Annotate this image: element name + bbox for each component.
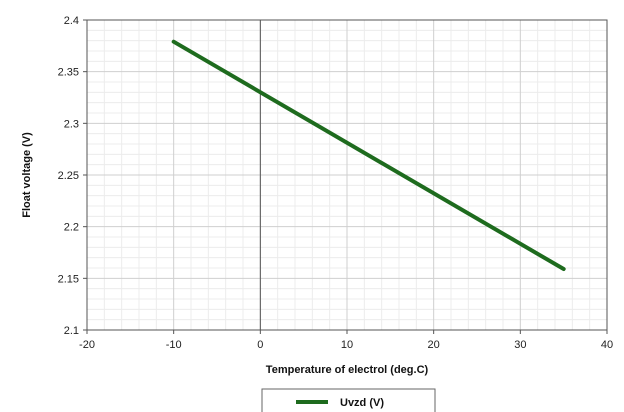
y-tick-labels: 2.1 2.15 2.2 2.25 2.3 2.35 2.4: [58, 15, 87, 337]
x-axis-title: Temperature of electrol (deg.C): [266, 364, 429, 376]
x-tick-label: -10: [166, 339, 182, 351]
x-tick-label: 20: [428, 339, 440, 351]
y-tick-label: 2.1: [64, 325, 79, 337]
y-tick-label: 2.3: [64, 118, 79, 130]
y-tick-label: 2.4: [64, 15, 79, 27]
series-line: [171, 39, 566, 272]
y-tick-label: 2.35: [58, 67, 79, 79]
x-tick-label: -20: [79, 339, 95, 351]
x-tick-labels: -20 -10 0 10 20 30 40: [79, 330, 613, 351]
x-tick-label: 10: [341, 339, 353, 351]
x-tick-label: 0: [257, 339, 263, 351]
y-axis-title: Float voltage (V): [21, 132, 33, 218]
x-tick-label: 40: [601, 339, 613, 351]
legend-box: [261, 388, 436, 412]
x-tick-label: 30: [514, 339, 526, 351]
legend-label: Uvzd (V): [340, 397, 384, 409]
y-tick-label: 2.2: [64, 222, 79, 234]
series-layer: [171, 39, 566, 272]
legend: Uvzd (V): [261, 388, 436, 412]
y-tick-label: 2.15: [58, 273, 79, 285]
y-tick-label: 2.25: [58, 170, 79, 182]
